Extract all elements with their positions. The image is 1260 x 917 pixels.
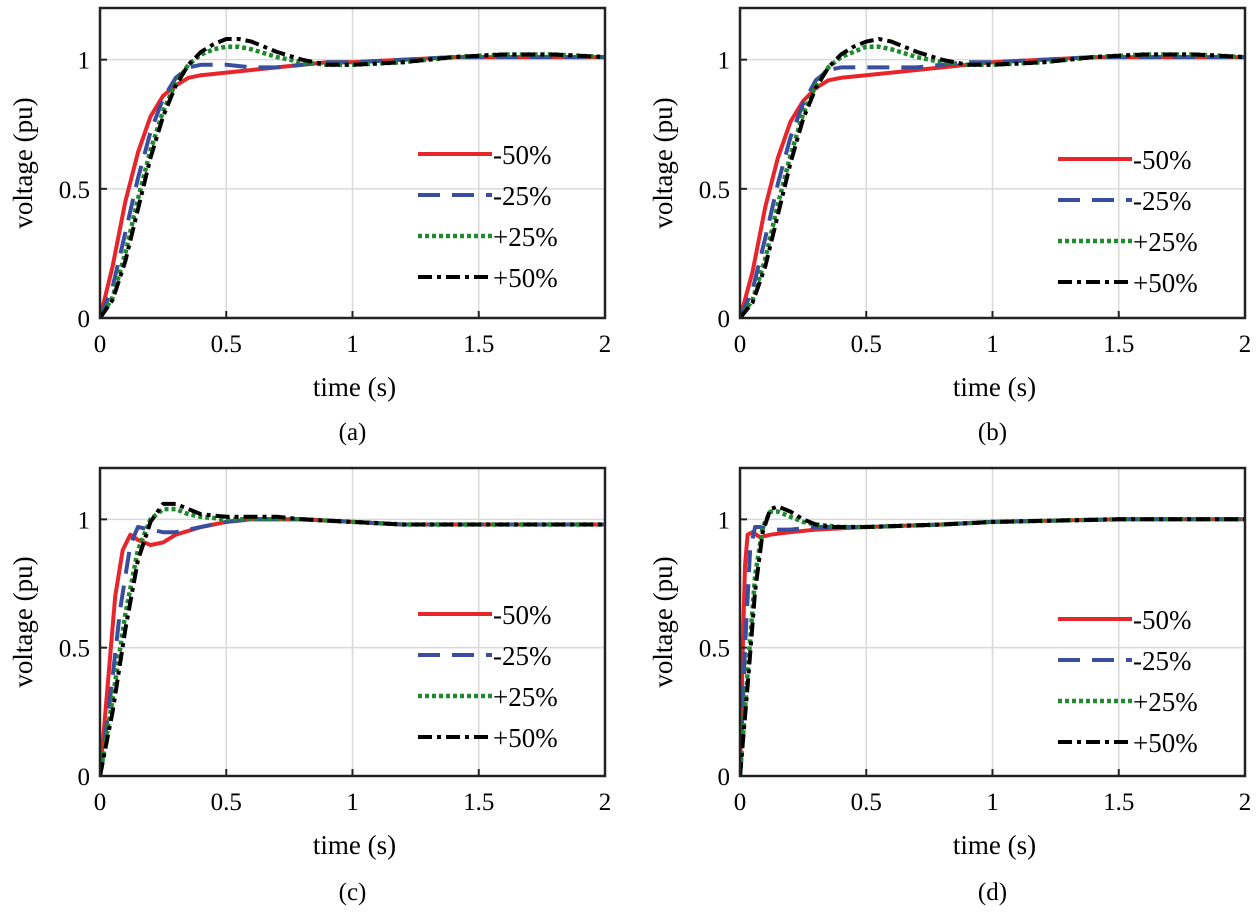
x-tick-label: 1.5 xyxy=(463,789,494,816)
panel-caption: (c) xyxy=(339,879,367,906)
y-tick-label: 0 xyxy=(78,764,91,791)
x-tick-label: 1.5 xyxy=(1103,789,1134,816)
x-tick-label: 0 xyxy=(94,789,107,816)
series-line-plus50pct xyxy=(100,37,605,318)
chart-panel-a: 0 0.5 1 1.5 2 0 0.5 1 time (s) voltage (pu) -50% -2… xyxy=(8,6,612,446)
legend-label: +25% xyxy=(1133,687,1198,717)
x-tick-label: 1 xyxy=(986,331,999,358)
panel-caption: (d) xyxy=(978,879,1007,906)
legend-label: -50% xyxy=(493,600,551,630)
y-tick-label: 0 xyxy=(78,306,91,333)
y-tick-label: 0.5 xyxy=(699,177,730,204)
x-tick-label: 1.5 xyxy=(1103,331,1134,358)
legend-label: -25% xyxy=(1133,186,1191,216)
y-tick-label: 0.5 xyxy=(699,636,730,663)
y-axis-label: voltage (pu) xyxy=(8,97,38,228)
series-line-plus25pct xyxy=(100,506,605,776)
x-tick-label: 2 xyxy=(599,789,612,816)
legend: -50% -25% +25% +50% xyxy=(1058,605,1198,758)
legend-label: -25% xyxy=(493,641,551,671)
x-tick-label: 1 xyxy=(346,331,359,358)
x-tick-label: 0.5 xyxy=(851,789,882,816)
x-tick-label: 0 xyxy=(734,789,747,816)
x-tick-label: 0.5 xyxy=(211,331,242,358)
panel-caption: (b) xyxy=(978,419,1007,446)
legend-label: -50% xyxy=(1133,145,1191,175)
x-axis-label: time (s) xyxy=(953,830,1036,860)
y-tick-label: 1 xyxy=(718,507,731,534)
x-axis-label: time (s) xyxy=(313,830,396,860)
x-tick-label: 2 xyxy=(1239,789,1252,816)
y-axis-label: voltage (pu) xyxy=(648,556,678,687)
x-tick-label: 2 xyxy=(1239,331,1252,358)
panel-caption: (a) xyxy=(339,419,367,446)
x-axis-label: time (s) xyxy=(953,372,1036,402)
x-tick-label: 0 xyxy=(94,331,107,358)
x-tick-label: 2 xyxy=(599,331,612,358)
x-tick-label: 1 xyxy=(986,789,999,816)
chart-panel-b: 0 0.5 1 1.5 2 0 0.5 1 time (s) voltage (pu) -50% -2… xyxy=(648,6,1252,446)
series-line-plus50pct xyxy=(740,504,1245,776)
y-tick-label: 0.5 xyxy=(59,177,90,204)
legend-label: +50% xyxy=(1133,268,1198,298)
y-tick-label: 0.5 xyxy=(59,636,90,663)
x-tick-label: 1 xyxy=(346,789,359,816)
legend-label: +25% xyxy=(493,222,558,252)
legend-label: -50% xyxy=(493,140,551,170)
chart-panel-c: 0 0.5 1 1.5 2 0 0.5 1 time (s) voltage (pu) -50% -2… xyxy=(8,466,612,906)
x-tick-label: 1.5 xyxy=(463,331,494,358)
series-line-plus25pct xyxy=(100,44,605,318)
legend-label: +50% xyxy=(1133,728,1198,758)
x-axis-label: time (s) xyxy=(313,372,396,402)
legend-label: +25% xyxy=(1133,227,1198,257)
y-axis-label: voltage (pu) xyxy=(8,556,38,687)
legend-label: +50% xyxy=(493,723,558,753)
legend-label: -25% xyxy=(1133,646,1191,676)
chart-panel-d: 0 0.5 1 1.5 2 0 0.5 1 time (s) voltage (pu) -50% -2… xyxy=(648,466,1252,906)
y-axis-label: voltage (pu) xyxy=(648,97,678,228)
legend-label: +50% xyxy=(493,263,558,293)
y-tick-label: 0 xyxy=(718,306,731,333)
series-line-plus25pct xyxy=(740,44,1245,318)
x-tick-label: 0.5 xyxy=(211,789,242,816)
y-tick-label: 1 xyxy=(78,507,91,534)
series-line-plus50pct xyxy=(740,37,1245,318)
x-tick-label: 0 xyxy=(734,331,747,358)
legend: -50% -25% +25% +50% xyxy=(418,600,558,753)
y-tick-label: 0 xyxy=(718,764,731,791)
legend: -50% -25% +25% +50% xyxy=(1058,145,1198,298)
y-tick-label: 1 xyxy=(718,48,731,75)
x-tick-label: 0.5 xyxy=(851,331,882,358)
legend: -50% -25% +25% +50% xyxy=(418,140,558,293)
legend-label: -50% xyxy=(1133,605,1191,635)
series-line-plus50pct xyxy=(100,501,605,776)
legend-label: -25% xyxy=(493,181,551,211)
y-tick-label: 1 xyxy=(78,48,91,75)
legend-label: +25% xyxy=(493,682,558,712)
